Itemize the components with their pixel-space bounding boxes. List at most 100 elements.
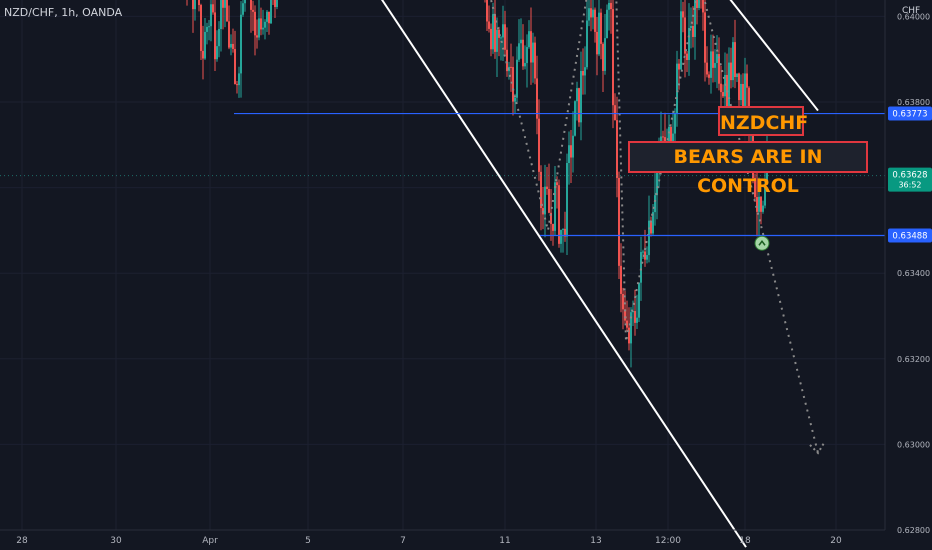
candle-body (730, 62, 732, 81)
candle-body (610, 2, 612, 10)
candle-body (498, 29, 500, 38)
channel-upper-line (729, 0, 819, 112)
candle-body (584, 67, 586, 76)
candle-body (216, 46, 218, 60)
price-tick-label: 0.63200 (897, 355, 930, 364)
candle-body (626, 320, 628, 328)
candle-body (754, 178, 756, 198)
candle-body (210, 4, 212, 27)
candle-body (744, 73, 746, 107)
candle-body (254, 11, 256, 36)
candle-body (712, 51, 714, 68)
candle-body (646, 255, 648, 260)
subtitle-annotation-box[interactable]: BEARS ARE IN CONTROL (628, 141, 868, 197)
candle-body (492, 14, 494, 50)
candle-body (732, 42, 734, 81)
candle-body (614, 105, 616, 121)
candle-body (674, 113, 676, 134)
candle-body (516, 59, 518, 98)
candle-body (688, 27, 690, 61)
candle-body (764, 184, 766, 206)
candle-body (218, 28, 220, 47)
candle-body (592, 9, 594, 18)
price-tick-label: 0.62800 (897, 526, 930, 535)
candle-body (668, 126, 670, 144)
candle-body (548, 188, 550, 213)
candle-body (636, 317, 638, 323)
candle-body (602, 43, 604, 71)
candle-body (708, 74, 710, 78)
time-tick-label: 7 (400, 536, 406, 546)
candle-body (692, 25, 694, 37)
candle-body (558, 185, 560, 244)
currency-label: CHF (902, 6, 921, 16)
candle-body (502, 24, 504, 38)
candle-body (612, 9, 614, 106)
candle-body (250, 0, 252, 10)
candle-body (670, 126, 672, 150)
candle-body (564, 228, 566, 237)
candle-body (578, 88, 580, 123)
candle-body (244, 0, 246, 4)
candle-body (260, 18, 262, 30)
candle-body (526, 47, 528, 64)
candle-body (510, 66, 512, 68)
candle-body (238, 73, 240, 86)
candle-body (762, 205, 764, 212)
candle-body (494, 14, 496, 52)
candle-body (716, 54, 718, 64)
candle-body (742, 83, 744, 107)
candle-body (644, 251, 646, 260)
buy-signal-icon (754, 235, 770, 251)
candle-body (588, 8, 590, 21)
candle-body (758, 196, 760, 212)
candle-body (572, 135, 574, 158)
buy-signal-chevron (758, 239, 766, 246)
candle-body (230, 43, 232, 48)
projection-arrowhead (809, 442, 825, 455)
candle-body (686, 53, 688, 61)
candle-body (620, 265, 622, 294)
candle-body (630, 312, 632, 344)
candle-body (704, 12, 706, 63)
candle-body (276, 0, 278, 7)
candle-body (608, 2, 610, 10)
candle-body (650, 220, 652, 234)
candle-body (580, 71, 582, 123)
candle-body (606, 9, 608, 39)
candle-body (252, 9, 254, 12)
candle-body (594, 9, 596, 32)
candle-body (682, 11, 684, 18)
candle-body (642, 251, 644, 253)
candle-body (698, 0, 700, 8)
candle-body (496, 29, 498, 52)
title-annotation-box[interactable]: NZDCHF (718, 106, 808, 136)
lower-level-badge (888, 228, 932, 243)
candle-body (720, 83, 722, 93)
candle-body (232, 43, 234, 49)
candle-body (506, 49, 508, 72)
candle-body (242, 3, 244, 15)
price-tick-label: 0.64000 (897, 12, 930, 21)
candle-body (544, 186, 546, 215)
candle-body (206, 26, 208, 32)
candle-body (514, 97, 516, 102)
candle-body (596, 31, 598, 55)
candle-body (652, 212, 654, 234)
candle-body (518, 43, 520, 60)
candle-body (236, 84, 238, 86)
candle-body (696, 0, 698, 8)
price-tick-label: 0.63800 (897, 98, 930, 107)
candle-body (648, 220, 650, 256)
candle-body (258, 18, 260, 38)
candle-body (590, 8, 592, 18)
candle-body (570, 145, 572, 158)
candle-body (262, 27, 264, 30)
candle-body (678, 63, 680, 70)
candle-body (582, 71, 584, 76)
candle-body (194, 0, 196, 10)
candle-body (524, 63, 526, 67)
candle-body (528, 31, 530, 48)
candle-body (256, 35, 258, 38)
